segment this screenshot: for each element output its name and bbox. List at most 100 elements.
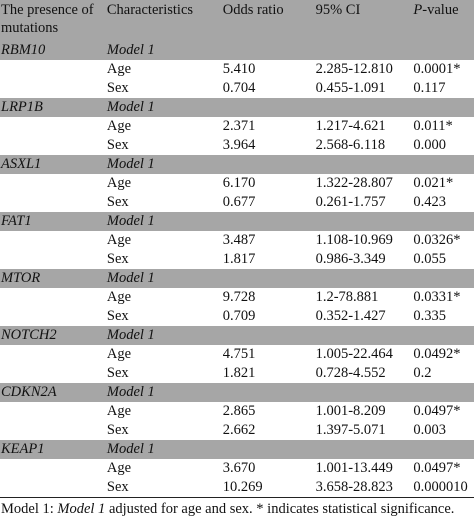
gene-row-fill [213,383,474,402]
gene-row-fill [213,326,474,345]
empty-cell [0,79,104,98]
ci-cell: 0.728-4.552 [310,364,409,383]
ci-cell: 3.658-28.823 [310,478,409,498]
p-value-cell: 0.0497* [408,402,474,421]
characteristic-cell: Age [104,345,213,364]
odds-ratio-cell: 4.751 [213,345,310,364]
footer-prefix: Model 1: [1,501,57,517]
ci-cell: 1.397-5.071 [310,421,409,440]
ci-cell: 0.352-1.427 [310,307,409,326]
characteristic-cell: Sex [104,193,213,212]
gene-name: ASXL1 [0,155,104,174]
gene-name: NOTCH2 [0,326,104,345]
ci-cell: 1.001-8.209 [310,402,409,421]
gene-name: RBM10 [0,41,104,60]
ci-cell: 1.001-13.449 [310,459,409,478]
p-value-cell: 0.117 [408,79,474,98]
gene-row-fill [213,155,474,174]
odds-ratio-cell: 2.865 [213,402,310,421]
model-label: Model 1 [104,383,213,402]
characteristic-cell: Age [104,402,213,421]
p-value-cell: 0.000 [408,136,474,155]
odds-ratio-cell: 0.709 [213,307,310,326]
gene-name: MTOR [0,269,104,288]
odds-ratio-cell: 3.670 [213,459,310,478]
model-label: Model 1 [104,269,213,288]
model-label: Model 1 [104,326,213,345]
characteristic-cell: Sex [104,79,213,98]
model-label: Model 1 [104,155,213,174]
table-header-row: The presence of mutations Characteristic… [0,0,474,41]
p-value-cell: 0.000010 [408,478,474,498]
odds-ratio-cell: 0.677 [213,193,310,212]
gene-name: KEAP1 [0,440,104,459]
characteristic-cell: Sex [104,421,213,440]
gene-name: CDKN2A [0,383,104,402]
ci-cell: 2.568-6.118 [310,136,409,155]
empty-cell [0,60,104,79]
ci-cell: 1.217-4.621 [310,117,409,136]
odds-ratio-cell: 5.410 [213,60,310,79]
model-label: Model 1 [104,440,213,459]
footer-suffix: adjusted for age and sex. * indicates st… [105,501,454,517]
empty-cell [0,174,104,193]
p-value-cell: 0.2 [408,364,474,383]
ci-cell: 1.2-78.881 [310,288,409,307]
footer-row: Model 1: Model 1 adjusted for age and se… [0,498,474,520]
characteristic-cell: Sex [104,364,213,383]
empty-cell [0,193,104,212]
empty-cell [0,117,104,136]
odds-ratio-cell: 9.728 [213,288,310,307]
p-value-cell: 0.055 [408,250,474,269]
ci-cell: 0.986-3.349 [310,250,409,269]
p-value-cell: 0.335 [408,307,474,326]
ci-cell: 1.005-22.464 [310,345,409,364]
characteristic-cell: Age [104,117,213,136]
header-ci: 95% CI [310,0,409,41]
header-odds-ratio: Odds ratio [213,0,310,41]
footer-note: Model 1: Model 1 adjusted for age and se… [0,498,474,520]
ci-cell: 1.108-10.969 [310,231,409,250]
characteristic-cell: Age [104,288,213,307]
gene-row-fill [213,440,474,459]
header-p-rest: -value [422,2,458,18]
odds-ratio-cell: 1.821 [213,364,310,383]
header-p-letter: P [413,2,422,18]
odds-ratio-cell: 6.170 [213,174,310,193]
odds-ratio-cell: 0.704 [213,79,310,98]
model-label: Model 1 [104,41,213,60]
gene-row-fill [213,41,474,60]
characteristic-cell: Age [104,60,213,79]
empty-cell [0,307,104,326]
results-table-container: The presence of mutations Characteristic… [0,0,474,508]
empty-cell [0,345,104,364]
odds-ratio-cell: 2.662 [213,421,310,440]
characteristic-cell: Sex [104,478,213,498]
gene-row-fill [213,98,474,117]
characteristic-cell: Sex [104,136,213,155]
p-value-cell: 0.0331* [408,288,474,307]
gene-row-fill [213,212,474,231]
characteristic-cell: Sex [104,307,213,326]
odds-ratio-cell: 2.371 [213,117,310,136]
p-value-cell: 0.0492* [408,345,474,364]
ci-cell: 0.455-1.091 [310,79,409,98]
empty-cell [0,288,104,307]
odds-ratio-cell: 10.269 [213,478,310,498]
model-label: Model 1 [104,98,213,117]
